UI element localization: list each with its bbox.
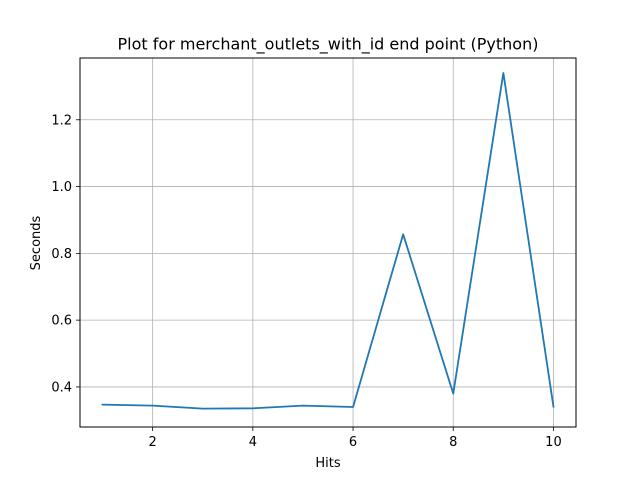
series-group (101, 72, 555, 410)
x-tick-label: 2 (149, 435, 157, 450)
x-tick-label: 4 (249, 435, 257, 450)
y-tick-label: 1.0 (51, 180, 72, 195)
y-tick-label: 0.6 (51, 314, 72, 329)
y-tick-label: 0.8 (51, 247, 72, 262)
plot-frame (79, 57, 577, 428)
ticks: 2 4 6 8 10 0.4 0.6 0.8 1.0 1.2 (51, 113, 561, 450)
x-tick-label: 10 (545, 435, 562, 450)
chart-title: Plot for merchant_outlets_with_id end po… (118, 35, 539, 55)
series-line (101, 72, 555, 410)
grid (80, 58, 576, 427)
y-tick-label: 1.2 (51, 113, 72, 128)
x-axis-label: Hits (315, 456, 340, 471)
y-axis-label: Seconds (29, 215, 44, 270)
x-tick-label: 8 (449, 435, 457, 450)
y-tick-label: 0.4 (51, 380, 72, 395)
x-tick-label: 6 (349, 435, 357, 450)
